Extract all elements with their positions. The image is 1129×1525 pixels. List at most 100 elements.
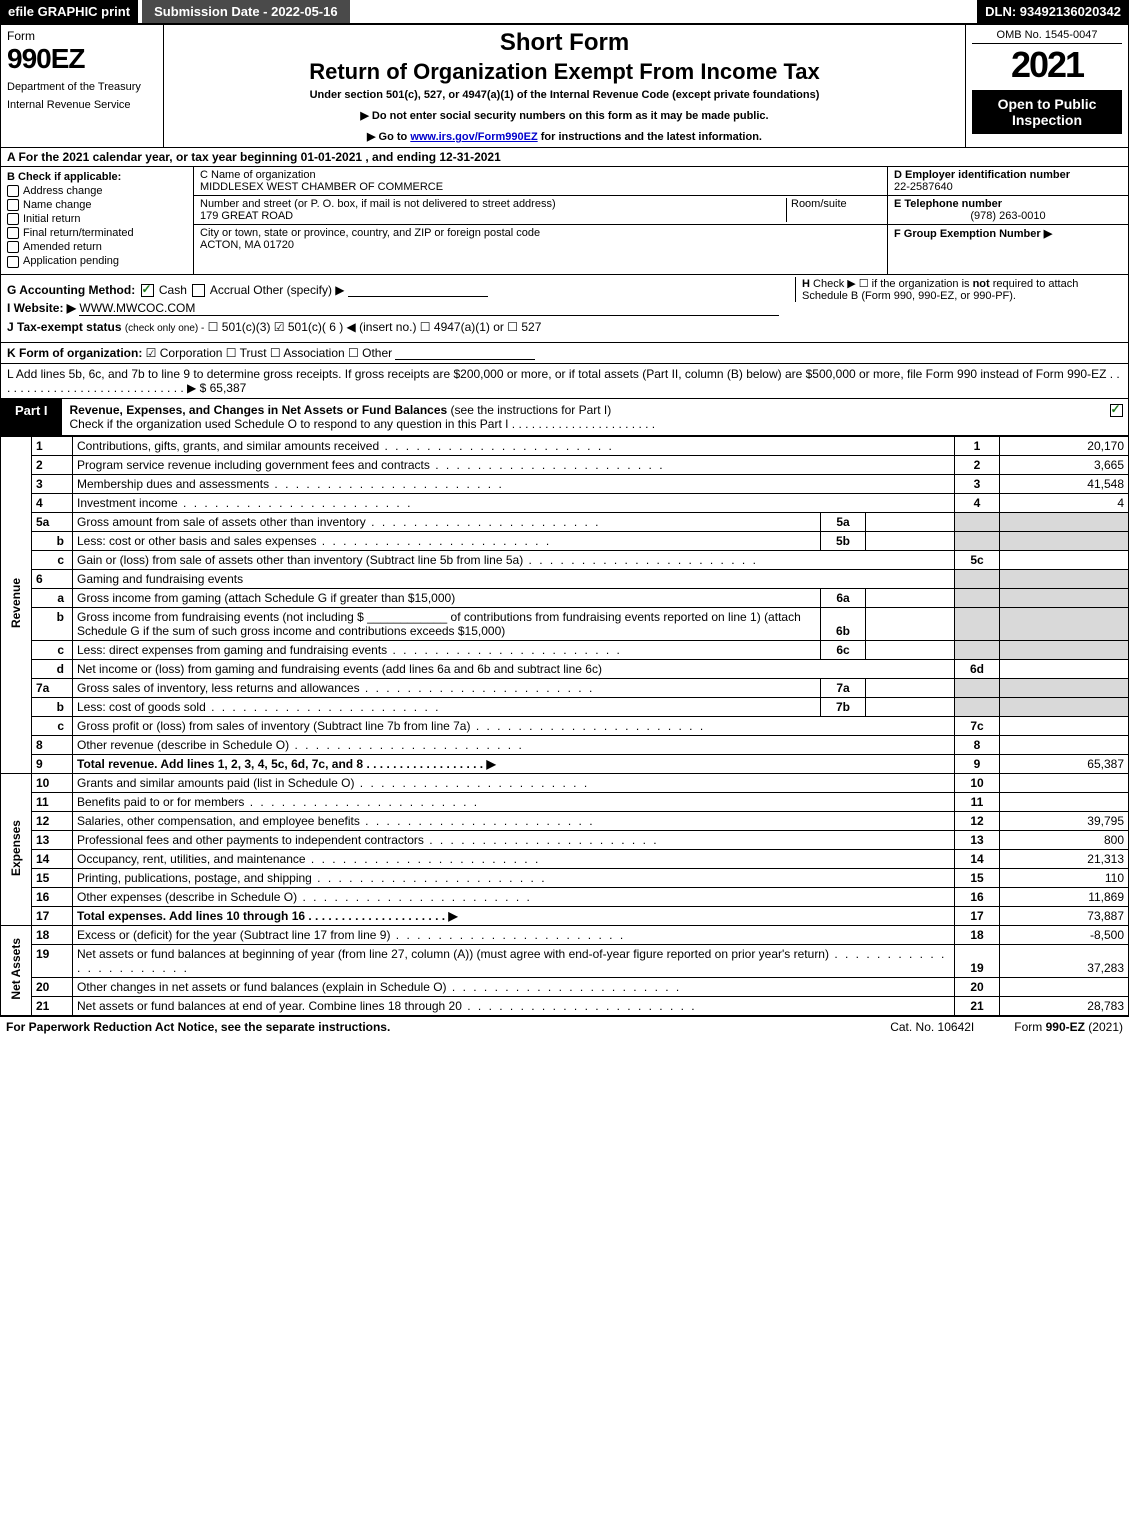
chk-amended-return[interactable]: Amended return: [7, 241, 187, 253]
l12-desc: Salaries, other compensation, and employ…: [73, 811, 955, 830]
l1-val: 20,170: [1000, 436, 1129, 455]
l6b-rn-shade: [955, 607, 1000, 640]
org-name-row: C Name of organization MIDDLESEX WEST CH…: [194, 167, 887, 196]
chk-name-change[interactable]: Name change: [7, 199, 187, 211]
l6b-desc: Gross income from fundraising events (no…: [73, 607, 821, 640]
l5c-rn: 5c: [955, 550, 1000, 569]
street-row: Number and street (or P. O. box, if mail…: [194, 196, 887, 225]
l11-desc: Benefits paid to or for members: [73, 792, 955, 811]
footer-right: Form 990-EZ (2021): [1014, 1020, 1123, 1034]
chk-initial-return[interactable]: Initial return: [7, 213, 187, 225]
expenses-side-label: Expenses: [1, 773, 32, 925]
section-k: K Form of organization: ☑ Corporation ☐ …: [0, 343, 1129, 364]
l7a-mn: 7a: [821, 678, 866, 697]
l6a-rn-shade: [955, 588, 1000, 607]
g-cash: Cash: [159, 283, 187, 297]
l7b-mn: 7b: [821, 697, 866, 716]
lines-table: Revenue 1 Contributions, gifts, grants, …: [0, 436, 1129, 1016]
g-other: Other (specify) ▶: [253, 283, 344, 297]
l18-val: -8,500: [1000, 925, 1129, 944]
l20-desc: Other changes in net assets or fund bala…: [73, 977, 955, 996]
revenue-side-label: Revenue: [1, 436, 32, 773]
l8-num: 8: [32, 735, 73, 754]
l5b-mv: [866, 531, 955, 550]
street-value: 179 GREAT ROAD: [200, 210, 786, 222]
part-1-label: Part I: [1, 399, 62, 435]
l16-desc: Other expenses (describe in Schedule O): [73, 887, 955, 906]
l6a-num: a: [32, 588, 73, 607]
l14-desc: Occupancy, rent, utilities, and maintena…: [73, 849, 955, 868]
l6-rv-shade: [1000, 569, 1129, 588]
chk-accrual[interactable]: [192, 284, 205, 297]
g-accrual: Accrual: [210, 283, 250, 297]
l6c-num: c: [32, 640, 73, 659]
l2-num: 2: [32, 455, 73, 474]
k-label: K Form of organization:: [7, 346, 142, 360]
l6c-rn-shade: [955, 640, 1000, 659]
j-sub: (check only one) -: [125, 323, 204, 334]
section-h: H Check ▶ ☐ if the organization is not r…: [795, 277, 1122, 302]
g-other-fill[interactable]: [348, 296, 488, 297]
directive-pre: ▶ Go to: [367, 131, 410, 143]
l12-val: 39,795: [1000, 811, 1129, 830]
footer-catalog: Cat. No. 10642I: [890, 1020, 974, 1034]
ein-value: 22-2587640: [894, 181, 953, 193]
org-name-value: MIDDLESEX WEST CHAMBER OF COMMERCE: [200, 181, 881, 193]
part-1-title-block: Revenue, Expenses, and Changes in Net As…: [62, 399, 1104, 435]
chk-cash[interactable]: [141, 284, 154, 297]
ein-row: D Employer identification number 22-2587…: [888, 167, 1128, 195]
l18-num: 18: [32, 925, 73, 944]
street-label: Number and street (or P. O. box, if mail…: [200, 198, 786, 210]
l6-rn-shade: [955, 569, 1000, 588]
section-j: J Tax-exempt status (check only one) - ☐…: [7, 320, 1122, 334]
l6a-rv-shade: [1000, 588, 1129, 607]
l19-rn: 19: [955, 944, 1000, 977]
l5a-mv: [866, 512, 955, 531]
l6-desc: Gaming and fundraising events: [73, 569, 955, 588]
l7c-desc: Gross profit or (loss) from sales of inv…: [73, 716, 955, 735]
l21-rn: 21: [955, 996, 1000, 1015]
chk-final-return[interactable]: Final return/terminated: [7, 227, 187, 239]
l10-desc: Grants and similar amounts paid (list in…: [73, 773, 955, 792]
l8-desc: Other revenue (describe in Schedule O): [73, 735, 955, 754]
l13-num: 13: [32, 830, 73, 849]
l5a-desc: Gross amount from sale of assets other t…: [73, 512, 821, 531]
website-value: WWW.MWCOC.COM: [79, 301, 779, 316]
l17-val: 73,887: [1000, 906, 1129, 925]
chk-address-change[interactable]: Address change: [7, 185, 187, 197]
city-row: City or town, state or province, country…: [194, 225, 887, 253]
irs-link[interactable]: www.irs.gov/Form990EZ: [410, 131, 537, 143]
l15-rn: 15: [955, 868, 1000, 887]
k-other-fill[interactable]: [395, 359, 535, 360]
chk-application-pending[interactable]: Application pending: [7, 255, 187, 267]
footer-right-post: (2021): [1085, 1020, 1123, 1034]
l5c-desc: Gain or (loss) from sale of assets other…: [73, 550, 955, 569]
form-word: Form: [7, 29, 157, 43]
g-label: G Accounting Method:: [7, 283, 135, 297]
part-1-check[interactable]: [1104, 399, 1128, 435]
l5b-rn-shade: [955, 531, 1000, 550]
l2-desc: Program service revenue including govern…: [73, 455, 955, 474]
section-a-text: A For the 2021 calendar year, or tax yea…: [7, 150, 501, 164]
l15-val: 110: [1000, 868, 1129, 887]
l7a-rn-shade: [955, 678, 1000, 697]
section-ghij: H Check ▶ ☐ if the organization is not r…: [0, 275, 1129, 343]
l17-num: 17: [32, 906, 73, 925]
col-c-org-info: C Name of organization MIDDLESEX WEST CH…: [194, 167, 888, 274]
l11-val: [1000, 792, 1129, 811]
l7a-desc: Gross sales of inventory, less returns a…: [73, 678, 821, 697]
l12-rn: 12: [955, 811, 1000, 830]
efile-label[interactable]: efile GRAPHIC print: [0, 0, 138, 23]
l4-desc: Investment income: [73, 493, 955, 512]
l14-rn: 14: [955, 849, 1000, 868]
section-l: L Add lines 5b, 6c, and 7b to line 9 to …: [0, 364, 1129, 399]
l6a-desc: Gross income from gaming (attach Schedul…: [73, 588, 821, 607]
h-label: H: [802, 278, 810, 290]
room-label: Room/suite: [791, 198, 881, 210]
section-a: A For the 2021 calendar year, or tax yea…: [0, 148, 1129, 167]
part-1-title-sub: (see the instructions for Part I): [447, 403, 611, 417]
footer-right-bold: 990-EZ: [1046, 1020, 1085, 1034]
section-bcdef: B Check if applicable: Address change Na…: [0, 167, 1129, 275]
section-i: I Website: ▶ WWW.MWCOC.COM: [7, 301, 1122, 316]
l15-desc: Printing, publications, postage, and shi…: [73, 868, 955, 887]
